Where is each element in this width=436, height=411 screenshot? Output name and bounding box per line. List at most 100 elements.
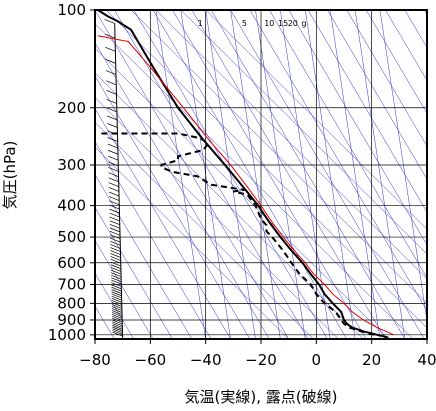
guide-line [105, 10, 427, 329]
mixing-ratio-label: 5 [242, 19, 247, 28]
y-tick-label: 800 [57, 294, 86, 312]
wind-barb [106, 90, 117, 95]
guide-line [385, 10, 427, 81]
wind-barb [108, 155, 119, 161]
wind-barb [107, 149, 119, 155]
wind-barb [106, 107, 118, 113]
wind-barb [111, 293, 122, 299]
wind-barb [107, 123, 118, 128]
guide-line [249, 10, 427, 312]
wind-barb [106, 115, 118, 121]
guide-line [288, 10, 427, 246]
y-axis-label: 気圧(hPa) [1, 141, 19, 210]
wind-barb [109, 227, 121, 233]
wind-barb [112, 314, 123, 319]
wind-barb [109, 231, 121, 236]
wind-barb [112, 325, 123, 330]
wind-barb [110, 267, 122, 272]
wind-barb [111, 297, 122, 303]
wind-barb [110, 269, 122, 275]
wind-barb [109, 234, 121, 240]
guide-line [95, 122, 314, 339]
wind-barb [112, 328, 123, 334]
wind-barb [109, 196, 120, 201]
x-axis-label: 気温(実線), 露点(破線) [185, 388, 338, 406]
wind-barb [111, 312, 123, 317]
wind-barb [108, 161, 119, 167]
wind-barb [110, 240, 121, 246]
mixing-ratio-label: 10 [264, 19, 274, 28]
wind-barb [105, 46, 116, 52]
wind-barb [104, 33, 116, 39]
dewpoint-line [97, 132, 375, 336]
guide-line [95, 146, 289, 339]
wind-barb [109, 220, 120, 225]
wind-barb [110, 244, 121, 249]
guide-line [95, 206, 173, 339]
mixing-ratio-labels: 1 5 10 15 20 g [198, 19, 307, 28]
wind-barb [111, 310, 123, 315]
x-tick-label: −60 [135, 351, 167, 369]
grid-lines [95, 10, 427, 339]
wind-barb [110, 250, 121, 255]
mixing-ratio-label: 1 [198, 19, 203, 28]
y-tick-label: 200 [57, 99, 86, 117]
wind-barb [105, 70, 117, 75]
y-tick-label: 300 [57, 156, 86, 174]
guide-line [424, 10, 427, 16]
wind-barb [107, 137, 118, 142]
wind-barb [105, 59, 116, 64]
wind-barb [107, 143, 118, 149]
x-tick-label: −80 [79, 351, 111, 369]
wind-barb [110, 247, 121, 252]
wind-barb [108, 182, 119, 188]
wind-barbs [104, 19, 124, 339]
wind-barb [106, 99, 117, 104]
x-tick-label: −40 [190, 351, 222, 369]
wind-barb [112, 317, 123, 323]
wind-barb [110, 264, 122, 270]
wind-barb [111, 295, 122, 301]
guide-line [346, 10, 427, 147]
wind-barb [111, 302, 122, 307]
guide-line [130, 10, 427, 304]
x-tick-label: 40 [417, 351, 436, 369]
guide-line [305, 10, 356, 339]
wind-barb [108, 167, 119, 172]
wind-barb [111, 291, 122, 297]
wind-barb [111, 274, 122, 280]
wind-barb [109, 216, 120, 222]
wind-barb [110, 261, 121, 267]
wind-barb [111, 284, 122, 290]
guide-line [327, 10, 427, 180]
wind-barb [109, 208, 120, 214]
wind-barb [109, 204, 120, 210]
wind-barb [111, 277, 122, 282]
wind-barb [108, 177, 119, 183]
guide-line [365, 10, 427, 114]
wind-barb [112, 331, 123, 337]
wind-barb [108, 191, 120, 197]
y-tick-label: 400 [57, 197, 86, 215]
wind-barb [112, 319, 123, 325]
wind-barb [110, 258, 121, 264]
wind-barb [109, 200, 120, 206]
guide-line [255, 10, 306, 339]
guide-line [269, 10, 427, 279]
x-axis-ticks: −80 −60 −40 −20 0 20 40 [79, 339, 436, 369]
wind-barb-staff [114, 23, 124, 339]
wind-barb [112, 330, 123, 335]
guide-line [95, 23, 414, 339]
wind-barb [108, 172, 119, 178]
wind-barb [111, 279, 122, 285]
wind-barb [111, 306, 123, 311]
guide-line [180, 10, 427, 255]
wind-barb [111, 304, 123, 309]
guide-line [155, 10, 427, 280]
wind-barb [112, 321, 123, 327]
wind-barb [112, 323, 123, 328]
wind-barb [110, 237, 121, 243]
mixing-ratio-label: 15 [278, 19, 288, 28]
y-tick-label: 900 [57, 311, 86, 329]
